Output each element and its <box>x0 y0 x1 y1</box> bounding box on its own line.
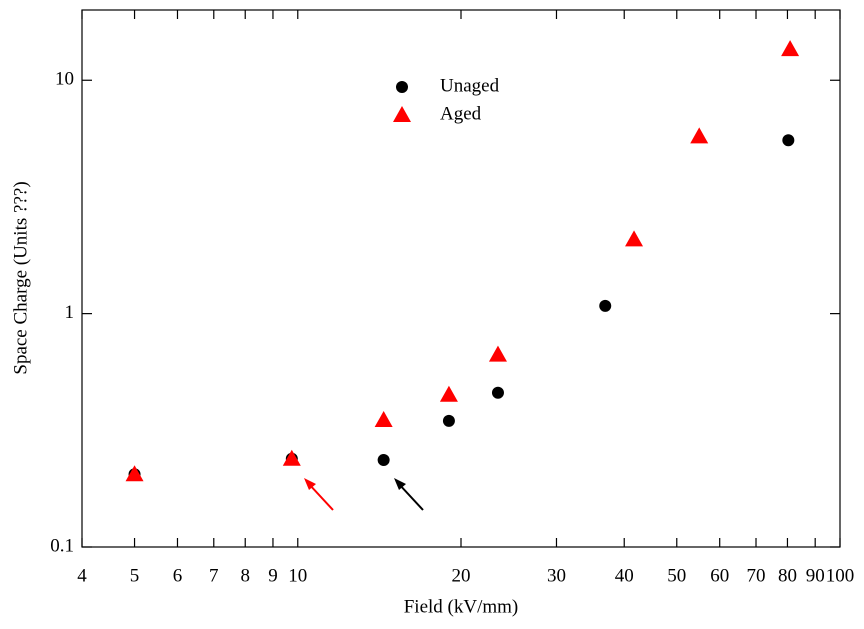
data-point <box>374 411 393 428</box>
data-point <box>439 385 458 402</box>
legend-label: Unaged <box>440 75 500 96</box>
y-tick-label: 0.1 <box>50 535 74 556</box>
x-tick-label: 60 <box>710 565 729 586</box>
data-point <box>282 449 301 466</box>
x-tick-label: 5 <box>130 565 140 586</box>
data-point <box>690 127 709 144</box>
black-arrow-head <box>394 478 406 490</box>
x-tick-label: 100 <box>826 565 855 586</box>
x-tick-label: 8 <box>240 565 250 586</box>
x-tick-label: 10 <box>288 565 307 586</box>
data-point <box>125 465 144 482</box>
x-tick-label: 40 <box>615 565 634 586</box>
x-tick-label: 6 <box>173 565 183 586</box>
data-point <box>599 299 612 312</box>
data-point <box>442 414 455 427</box>
red-arrow <box>307 482 334 511</box>
legend-marker <box>396 81 408 93</box>
data-point <box>781 40 800 57</box>
legend-label: Aged <box>440 103 482 124</box>
x-tick-label: 70 <box>747 565 766 586</box>
red-arrow-head <box>304 478 316 490</box>
x-tick-label: 50 <box>667 565 686 586</box>
x-tick-label: 20 <box>452 565 471 586</box>
x-axis-label: Field (kV/mm) <box>404 596 519 617</box>
annotation-arrows <box>304 478 424 511</box>
y-tick-label: 1 <box>65 302 75 323</box>
y-tick-label: 10 <box>55 69 74 90</box>
x-tick-label: 9 <box>268 565 278 586</box>
x-tick-label: 90 <box>806 565 825 586</box>
data-point <box>782 134 795 147</box>
data-point <box>625 230 644 247</box>
legend-marker <box>393 106 411 122</box>
x-tick-label: 80 <box>778 565 797 586</box>
data-point <box>377 453 390 466</box>
data-point <box>488 345 507 362</box>
black-arrow <box>397 482 424 511</box>
x-tick-label: 4 <box>77 565 87 586</box>
y-axis-label: Space Charge (Units ???) <box>10 181 31 374</box>
x-tick-label: 30 <box>547 565 566 586</box>
x-tick-label: 7 <box>209 565 219 586</box>
data-point <box>491 386 504 399</box>
